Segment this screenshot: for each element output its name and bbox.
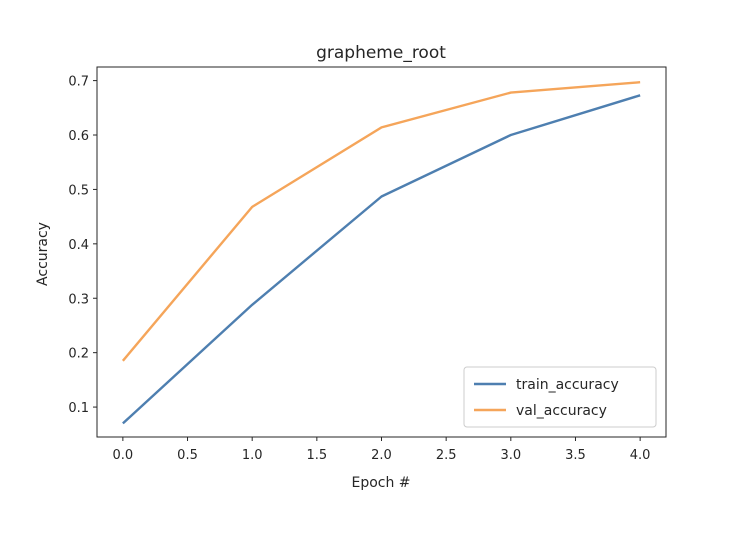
series-line-train-accuracy: [122, 94, 641, 425]
x-tick-label: 2.0: [371, 448, 392, 463]
series-line-val-accuracy: [121, 81, 641, 362]
y-tick-label: 0.7: [68, 75, 89, 90]
series-layer: [121, 81, 641, 425]
x-tick-label: 3.5: [565, 448, 586, 463]
y-tick-label: 0.6: [68, 129, 89, 144]
y-tick-label: 0.4: [68, 238, 89, 253]
x-axis-label: Epoch #: [351, 475, 410, 491]
x-axis-ticks: 0.0 0.5 1.0 1.5 2.0 2.5 3.0 3.5 4.0: [113, 437, 651, 463]
x-tick-label: 1.0: [242, 448, 263, 463]
x-tick-label: 1.5: [306, 448, 327, 463]
x-tick-label: 0.5: [177, 448, 198, 463]
legend-label: train_accuracy: [516, 377, 619, 393]
y-axis-ticks: 0.1 0.2 0.3 0.4 0.5 0.6 0.7: [68, 75, 97, 416]
legend-label: val_accuracy: [516, 403, 607, 419]
y-tick-label: 0.2: [68, 347, 89, 362]
legend-box: [463, 366, 657, 428]
y-tick-label: 0.3: [68, 292, 89, 307]
x-tick-label: 3.0: [500, 448, 521, 463]
x-tick-label: 2.5: [436, 448, 457, 463]
y-axis-label: Accuracy: [35, 222, 51, 286]
x-tick-label: 0.0: [113, 448, 134, 463]
y-tick-label: 0.5: [68, 183, 89, 198]
y-tick-label: 0.1: [68, 401, 89, 416]
chart-title: grapheme_root: [316, 43, 446, 63]
legend: train_accuracy val_accuracy: [463, 366, 657, 428]
x-tick-label: 4.0: [630, 448, 651, 463]
